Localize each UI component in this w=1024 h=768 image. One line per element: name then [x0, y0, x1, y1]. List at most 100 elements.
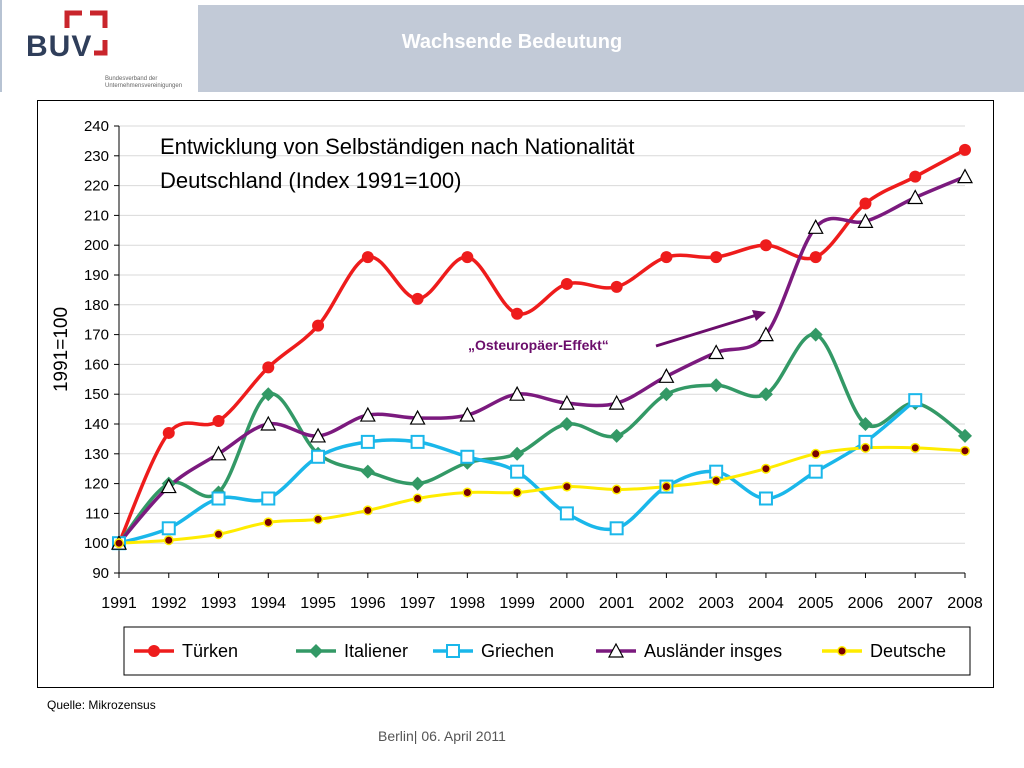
logo-text: BUV — [26, 30, 93, 63]
data-point — [313, 514, 324, 525]
annotation-arrow-line — [655, 312, 761, 348]
data-point — [808, 464, 823, 479]
legend-swatch-marker — [607, 642, 625, 658]
x-tick-label: 2000 — [549, 595, 585, 612]
data-point-core — [712, 477, 720, 485]
data-point — [162, 426, 175, 439]
data-point-core — [911, 444, 919, 452]
data-point — [512, 487, 523, 498]
y-tick-label: 220 — [84, 178, 109, 195]
data-point — [708, 344, 725, 360]
data-point — [608, 394, 625, 410]
legend-label: Italiener — [344, 641, 408, 661]
data-point — [263, 517, 274, 528]
x-tick-label: 2001 — [599, 595, 635, 612]
data-point-core — [314, 515, 322, 523]
data-point — [711, 475, 722, 486]
data-point — [758, 387, 773, 402]
data-point — [810, 448, 821, 459]
data-point — [360, 434, 375, 449]
logo-subtitle: Bundesverband der Unternehmensvereinigun… — [105, 76, 183, 89]
data-point — [956, 168, 974, 184]
data-point-core — [563, 483, 571, 491]
data-point — [360, 464, 375, 479]
x-tick-label: 2005 — [798, 595, 834, 612]
data-point — [510, 464, 525, 479]
x-tick-label: 2008 — [947, 595, 983, 612]
data-point — [410, 434, 425, 449]
data-point — [510, 446, 525, 461]
data-point — [412, 493, 423, 504]
x-tick-label: 1999 — [499, 595, 535, 612]
data-point — [409, 409, 426, 425]
data-point — [160, 478, 177, 494]
logo-divider — [0, 0, 2, 92]
data-point — [362, 505, 373, 516]
data-point — [659, 387, 674, 402]
annotation-arrow-head — [752, 310, 766, 321]
data-point-core — [812, 450, 820, 458]
y-tick-label: 120 — [84, 476, 109, 493]
data-point — [760, 463, 771, 474]
legend-label: Griechen — [481, 641, 554, 661]
data-point-core — [414, 495, 422, 502]
y-tick-label: 90 — [92, 565, 109, 582]
y-tick-label: 110 — [85, 505, 109, 522]
data-point — [661, 481, 672, 492]
series-line-4 — [118, 445, 966, 545]
data-point — [559, 417, 574, 431]
data-point — [710, 251, 723, 264]
data-point — [709, 378, 724, 393]
x-tick-label: 1995 — [300, 595, 336, 612]
data-point — [857, 213, 874, 228]
data-point — [260, 415, 277, 431]
data-point-core — [165, 536, 173, 544]
data-point-core — [762, 465, 770, 473]
y-tick-label: 150 — [84, 386, 109, 403]
data-point-core — [961, 447, 969, 455]
data-point — [509, 385, 526, 401]
data-point — [808, 327, 823, 342]
y-tick-label: 180 — [84, 297, 109, 314]
data-point — [859, 197, 872, 210]
data-point — [910, 442, 921, 453]
x-tick-label: 1996 — [350, 595, 386, 612]
data-point — [361, 251, 374, 264]
data-point — [511, 307, 524, 320]
x-tick-label: 2004 — [748, 595, 784, 612]
footer-date: Berlin| 06. April 2011 — [378, 728, 506, 744]
y-axis-label: 1991=100 — [51, 307, 72, 392]
chart-title: Entwicklung von Selbständigen nach Natio… — [160, 134, 635, 159]
data-point — [860, 442, 871, 453]
line-chart: 90 100 110 120 130 140 150 160 170 180 190 200 210 22… — [51, 118, 983, 676]
data-point — [558, 394, 575, 410]
y-tick-label: 230 — [84, 148, 109, 165]
data-point-core — [215, 530, 223, 538]
source-note: Quelle: Mikrozensus — [47, 698, 156, 712]
data-point — [411, 292, 424, 305]
x-tick-label: 1998 — [450, 595, 486, 612]
data-point-core — [613, 486, 621, 494]
data-point-core — [264, 518, 272, 526]
x-tick-label: 1994 — [250, 595, 286, 612]
y-tick-label: 130 — [84, 446, 109, 463]
data-point — [908, 393, 923, 408]
logo-area: BUV Bundesverband der Unternehmensverein… — [0, 0, 198, 92]
data-point — [114, 538, 124, 549]
data-point — [312, 319, 325, 332]
legend-label: Türken — [182, 641, 238, 661]
data-point — [261, 387, 276, 402]
y-tick-label: 160 — [84, 356, 109, 373]
y-tick-label: 140 — [84, 416, 109, 433]
data-point — [262, 361, 275, 374]
data-point-core — [364, 506, 372, 514]
data-point-core — [463, 489, 471, 497]
legend-swatch-marker — [837, 646, 847, 656]
data-point — [907, 189, 924, 205]
data-point — [310, 427, 327, 443]
y-tick-label: 190 — [84, 267, 109, 284]
legend-swatch-marker-core — [838, 647, 846, 655]
legend-swatch-marker — [446, 644, 460, 658]
data-point — [660, 251, 673, 264]
x-tick-label: 1992 — [151, 595, 187, 612]
